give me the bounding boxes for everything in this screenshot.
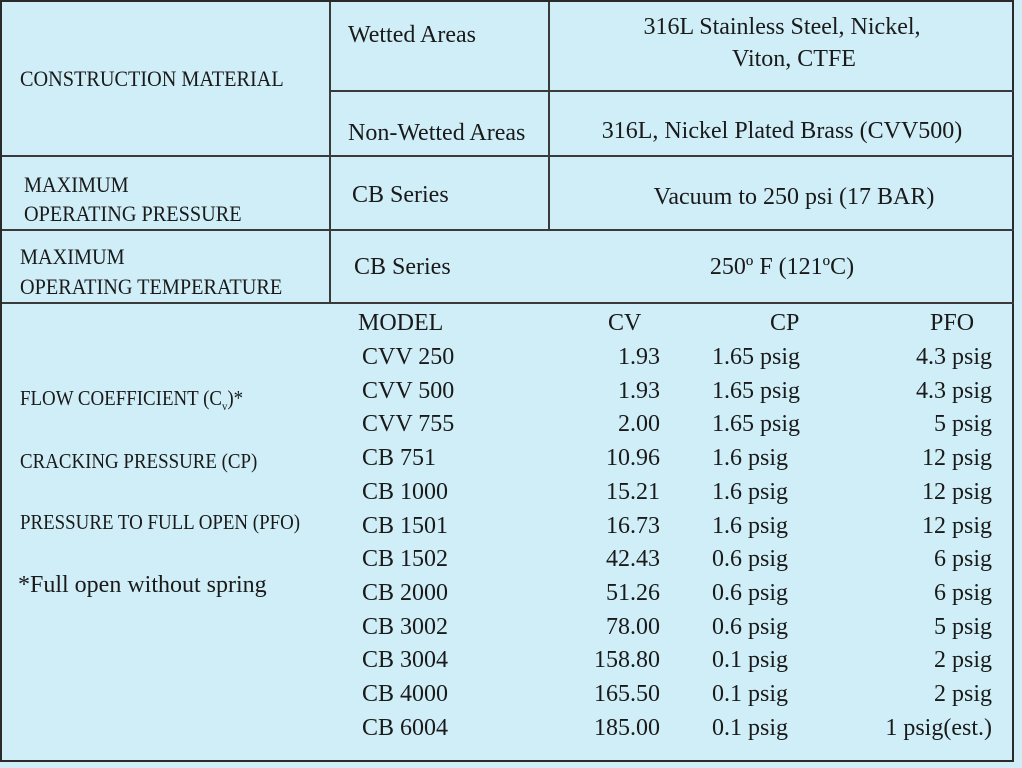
cell-cp: 0.6 psig [712,613,789,640]
temperature-series: CB Series [354,254,451,280]
column-header-model: MODEL [358,310,444,336]
cell-cv: 42.43 [606,546,660,573]
pressure-heading-line2: OPERATING PRESSURE [24,201,242,226]
cell-pfo: 4.3 psig [915,344,992,370]
construction-heading: CONSTRUCTION MATERIAL [20,66,284,91]
cell-model: CB 1000 [362,478,449,505]
cell-cp: 1.6 psig [712,445,789,472]
cell-pfo: 12 psig [921,512,992,539]
cracking-pressure-label: CRACKING PRESSURE (CP) [20,449,258,473]
cell-cv: 10.96 [606,445,660,472]
flow-coefficient-label: FLOW COEFFICIENT (Cv)* [20,386,244,414]
cell-cv: 1.93 [618,344,660,370]
cell-cp: 0.6 psig [712,579,789,606]
cell-model: CVV 755 [362,411,455,438]
wetted-value-line1: 316L Stainless Steel, Nickel, [643,14,921,40]
cell-model: CVV 250 [362,344,455,370]
cell-cp: 1.65 psig [712,377,801,404]
nonwetted-value: 316L, Nickel Plated Brass (CVV500) [601,118,963,144]
cell-pfo: 6 psig [933,546,992,573]
cell-model: CB 2000 [362,579,449,606]
cell-pfo: 2 psig [933,681,992,707]
temperature-value: 250º F (121ºC) [709,254,855,280]
cell-pfo: 2 psig [933,647,992,674]
cell-cv: 165.50 [594,681,660,707]
temperature-heading-line1: MAXIMUM [20,244,125,269]
cell-model: CB 3002 [362,613,449,640]
cell-pfo: 5 psig [933,411,992,438]
cell-cv: 15.21 [606,478,660,505]
cell-model: CB 6004 [362,714,449,741]
cell-cp: 1.6 psig [712,478,789,505]
cell-model: CB 4000 [362,681,449,707]
cell-model: CVV 500 [362,377,455,404]
cell-cp: 0.6 psig [712,546,789,573]
cell-pfo: 6 psig [933,579,992,606]
cell-cv: 78.00 [606,613,660,640]
cell-cv: 2.00 [618,411,660,438]
pressure-series: CB Series [352,182,449,208]
pfo-label: PRESSURE TO FULL OPEN (PFO) [20,510,301,534]
col-divider-1 [329,2,331,302]
cell-cv: 16.73 [606,512,660,539]
cell-cp: 1.65 psig [712,411,801,438]
wetted-label: Wetted Areas [348,22,477,48]
col-divider-2 [548,2,550,230]
row-divider-1 [2,155,1014,157]
cell-cv: 185.00 [594,714,660,741]
temperature-heading-line2: OPERATING TEMPERATURE [20,274,283,299]
pressure-value: Vacuum to 250 psi (17 BAR) [653,184,935,210]
cell-pfo: 4.3 psig [915,377,992,404]
cell-model: CB 1501 [362,512,449,539]
cell-model: CB 1502 [362,546,449,573]
cell-cp: 0.1 psig [712,647,789,674]
column-header-cv: CV [608,310,642,336]
cell-cv: 51.26 [606,579,660,606]
cell-pfo: 1 psig(est.) [885,714,992,741]
nonwetted-label: Non-Wetted Areas [348,120,526,146]
column-header-pfo: PFO [930,310,975,336]
wetted-value-line2: Viton, CTFE [732,46,856,72]
cell-pfo: 12 psig [921,478,992,505]
row-divider-2 [2,229,1014,231]
cell-model: CB 3004 [362,647,449,674]
cell-pfo: 5 psig [933,613,992,640]
cell-model: CB 751 [362,445,437,472]
cell-cp: 0.1 psig [712,681,789,707]
footnote: *Full open without spring [18,572,267,598]
cell-cp: 0.1 psig [712,714,789,741]
cell-cp: 1.6 psig [712,512,789,539]
cell-cv: 158.80 [594,647,660,674]
cell-pfo: 12 psig [921,445,992,472]
row-divider-3 [2,302,1014,304]
cell-cv: 1.93 [618,377,660,404]
cell-cp: 1.65 psig [712,344,801,370]
column-header-cp: CP [770,310,800,336]
pressure-heading-line1: MAXIMUM [24,172,129,197]
row-divider-wetted [331,90,1014,92]
